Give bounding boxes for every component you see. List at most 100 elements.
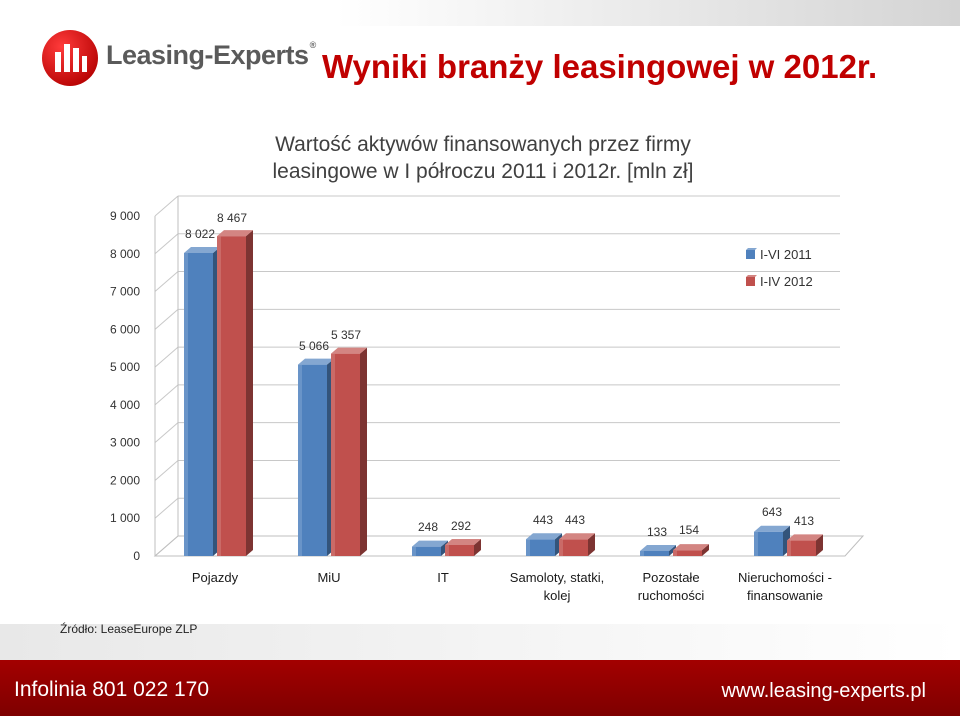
gridline-side — [154, 460, 179, 481]
bar-top — [559, 533, 595, 540]
x-tick-label: Nieruchomości - — [738, 570, 832, 585]
y-tick-label: 6 000 — [110, 322, 140, 336]
source-note: Źródło: LeaseEurope ZLP — [60, 622, 198, 636]
legend-label: I-IV 2012 — [760, 274, 813, 289]
bar-0-0 — [184, 246, 220, 557]
chart-legend: I-VI 2011 I-IV 2012 — [746, 247, 813, 289]
gridline-side — [154, 346, 179, 368]
bar-highlight — [787, 540, 791, 556]
bar-front — [673, 550, 702, 556]
bar-highlight — [640, 550, 644, 556]
x-tick-label: Pojazdy — [192, 570, 239, 585]
y-tick-label: 1 000 — [110, 511, 140, 525]
bar-5-0 — [754, 525, 790, 556]
bar-top — [445, 538, 481, 545]
bar-highlight — [445, 544, 449, 556]
y-tick-label: 8 000 — [110, 247, 140, 261]
bar-front — [787, 540, 816, 556]
gridline-side — [154, 308, 179, 330]
data-label: 8 467 — [217, 211, 247, 225]
bar-side — [669, 544, 676, 556]
data-label: 443 — [533, 513, 553, 527]
bar-front — [559, 539, 588, 556]
data-label: 5 357 — [331, 328, 361, 342]
source-band — [0, 624, 960, 660]
bar-top — [787, 534, 823, 541]
bar-highlight — [298, 364, 302, 556]
bar-1-0 — [298, 358, 334, 556]
bar-top — [526, 533, 562, 540]
bar-top — [331, 347, 367, 354]
bar-highlight — [331, 353, 335, 556]
bar-front — [445, 544, 474, 556]
bar-side — [246, 230, 253, 556]
bar-highlight — [526, 539, 530, 556]
data-label: 643 — [762, 505, 782, 519]
data-label: 248 — [418, 520, 438, 534]
logo-text: Leasing-Experts® — [106, 40, 316, 70]
bar-front — [526, 539, 555, 556]
chart-title-line-1: Wartość aktywów finansowanych przez firm… — [275, 133, 691, 156]
bar-front — [640, 550, 669, 556]
bar-side — [474, 538, 481, 556]
x-tick-label: MiU — [317, 570, 340, 585]
legend-entry-1: I-IV 2012 — [746, 274, 813, 289]
bar-top — [673, 544, 709, 551]
website-link[interactable]: www.leasing-experts.pl — [721, 680, 926, 702]
bar-front — [412, 546, 441, 556]
gridline-side — [154, 422, 179, 444]
chart-bars — [184, 230, 823, 557]
gridline-side — [154, 384, 179, 406]
legend-swatch-top — [746, 248, 757, 250]
gridline-side — [154, 195, 179, 217]
bar-top — [640, 544, 676, 551]
data-label: 5 066 — [299, 339, 329, 353]
hotline-text: Infolinia 801 022 170 — [14, 678, 209, 701]
bar-highlight — [412, 546, 416, 556]
x-tick-label: ruchomości — [638, 588, 705, 603]
gridline-side — [154, 271, 179, 292]
x-tick-label: Samoloty, statki, — [510, 570, 604, 585]
bar-side — [702, 544, 709, 556]
bar-highlight — [754, 531, 758, 556]
x-tick-label: IT — [437, 570, 449, 585]
bar-highlight — [559, 539, 563, 556]
legend-swatch — [746, 250, 755, 259]
chart-title: Wartość aktywów finansowanych przez firm… — [200, 131, 766, 185]
bar-highlight — [217, 236, 221, 556]
legend-swatch-top — [746, 275, 757, 277]
legend-label: I-VI 2011 — [760, 247, 812, 262]
bar-side — [588, 533, 595, 556]
chart-title-line-2: leasingowe w I półroczu 2011 i 2012r. [m… — [272, 160, 694, 183]
bar-front — [331, 353, 360, 556]
y-tick-label: 9 000 — [110, 209, 140, 223]
bar-3-1 — [559, 533, 595, 556]
legend-entry-0: I-VI 2011 — [746, 247, 812, 262]
data-label: 133 — [647, 525, 667, 539]
bar-top — [412, 540, 448, 547]
data-label: 443 — [565, 513, 585, 527]
bar-side — [360, 347, 367, 556]
bar-side — [816, 534, 823, 556]
bar-2-1 — [445, 538, 481, 556]
gridline-side — [154, 497, 179, 519]
data-label: 413 — [794, 514, 814, 528]
bar-2-0 — [412, 540, 448, 556]
chart-back-wall — [153, 195, 865, 557]
top-band — [0, 0, 960, 26]
bar-highlight — [184, 252, 188, 557]
company-logo: Leasing-Experts® — [40, 26, 316, 96]
gridline-side — [154, 233, 179, 255]
x-axis-labels: Pojazdy MiU IT Samoloty, statki, kolej Pozost… — [192, 570, 832, 603]
y-tick-label: 5 000 — [110, 360, 140, 374]
logo-mark-icon — [42, 30, 98, 86]
bar-front — [184, 252, 213, 557]
bar-top — [184, 246, 220, 253]
x-tick-label: finansowanie — [747, 588, 823, 603]
bar-top — [754, 525, 790, 532]
bar-3-0 — [526, 533, 562, 556]
bar-1-1 — [331, 347, 367, 556]
footer-bar: Infolinia 801 022 170 www.leasing-expert… — [0, 660, 960, 716]
bar-0-1 — [217, 230, 253, 556]
